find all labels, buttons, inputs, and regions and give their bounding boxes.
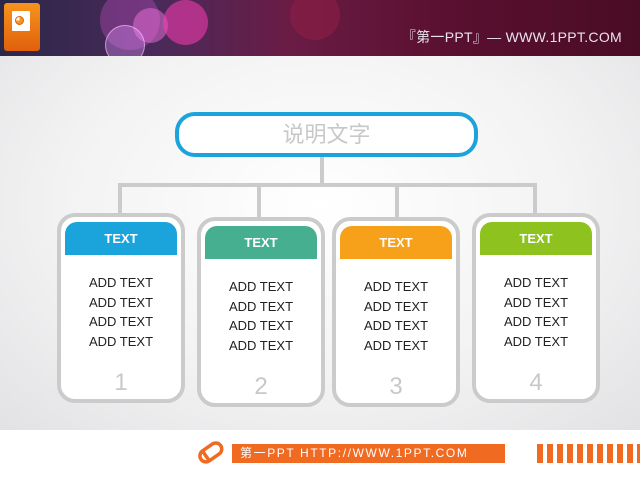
card-item: ADD TEXT (228, 337, 294, 353)
footer-url-bar: 第一PPT HTTP://WWW.1PPT.COM (232, 444, 505, 463)
card-item: ADD TEXT (363, 318, 429, 333)
card-items: ADD TEXT ADD TEXT ADD TEXT ADD TEXT (61, 273, 181, 351)
bokeh-decoration (105, 25, 145, 56)
pencil-icon (198, 441, 224, 464)
card-item: ADD TEXT (88, 333, 154, 349)
card-number: 1 (114, 369, 128, 396)
header-banner: 『第一PPT』— WWW.1PPT.COM (0, 0, 640, 56)
footer-stripes (537, 444, 640, 463)
connector-line (320, 157, 324, 187)
card-number: 4 (529, 369, 543, 396)
connector-line (118, 183, 122, 215)
card-3: TEXT ADD TEXT ADD TEXT ADD TEXT ADD TEXT 3 (332, 217, 460, 407)
card-item: ADD TEXT (228, 318, 294, 333)
card-items: ADD TEXT ADD TEXT ADD TEXT ADD TEXT (476, 273, 596, 351)
bokeh-decoration (163, 0, 208, 45)
card-item: ADD TEXT (503, 294, 569, 310)
card-header: TEXT (340, 226, 452, 259)
card-item: ADD TEXT (88, 314, 154, 329)
connector-line (118, 183, 537, 187)
card-items: ADD TEXT ADD TEXT ADD TEXT ADD TEXT (201, 277, 321, 355)
card-number: 3 (389, 373, 403, 400)
card-item: ADD TEXT (503, 333, 569, 349)
card-number: 2 (254, 373, 268, 400)
card-item: ADD TEXT (363, 279, 429, 294)
card-header: TEXT (480, 222, 592, 255)
card-items: ADD TEXT ADD TEXT ADD TEXT ADD TEXT (336, 277, 456, 355)
connector-line (533, 183, 537, 215)
card-item: ADD TEXT (88, 294, 154, 310)
card-item: ADD TEXT (503, 275, 569, 290)
card-4: TEXT ADD TEXT ADD TEXT ADD TEXT ADD TEXT 4 (472, 213, 600, 403)
card-item: ADD TEXT (228, 298, 294, 314)
card-item: ADD TEXT (228, 279, 294, 294)
connector-line (257, 183, 261, 219)
site-title: 『第一PPT』— WWW.1PPT.COM (401, 29, 622, 45)
connector-line (395, 183, 399, 219)
card-1: TEXT ADD TEXT ADD TEXT ADD TEXT ADD TEXT 1 (57, 213, 185, 403)
bokeh-decoration (290, 0, 340, 40)
card-item: ADD TEXT (363, 298, 429, 314)
card-header: TEXT (65, 222, 177, 255)
card-header: TEXT (205, 226, 317, 259)
powerpoint-icon (4, 3, 40, 51)
card-item: ADD TEXT (503, 314, 569, 329)
main-title-box: 说明文字 (175, 112, 478, 157)
card-item: ADD TEXT (88, 275, 154, 290)
card-2: TEXT ADD TEXT ADD TEXT ADD TEXT ADD TEXT 2 (197, 217, 325, 407)
card-item: ADD TEXT (363, 337, 429, 353)
